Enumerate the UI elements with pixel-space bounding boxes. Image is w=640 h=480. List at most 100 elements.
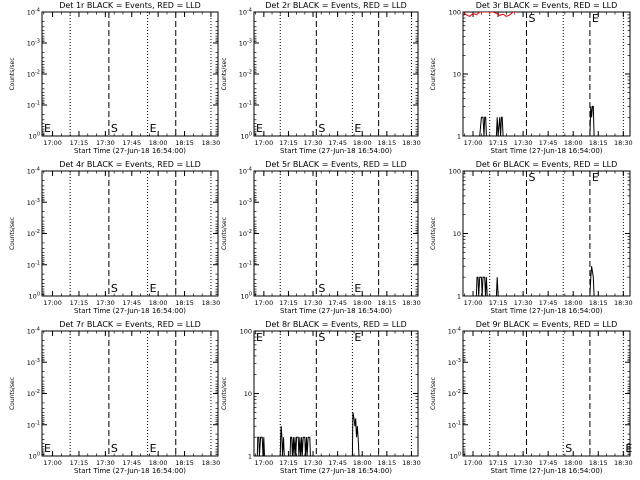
x-tick-label: 18:15: [589, 459, 608, 467]
y-tick-label: 1: [457, 133, 461, 141]
annotation-e: E: [256, 122, 263, 135]
annotation-s: S: [111, 442, 118, 455]
y-tick-label: 10-4: [239, 167, 252, 176]
y-tick-label: 10-4: [27, 167, 40, 176]
annotation-e: E: [354, 331, 361, 344]
series-line-1: [463, 266, 630, 296]
x-tick-label: 18:30: [614, 299, 633, 307]
y-tick-label: 100: [241, 292, 252, 301]
y-tick-label: 10-3: [27, 358, 40, 367]
plot-frame: [253, 170, 419, 297]
y-tick-label: 10-1: [239, 101, 252, 110]
annotation-e: E: [592, 171, 599, 184]
x-axis-label: Start Time (27-Jun-18 16:54:00): [74, 147, 186, 155]
plot-frame: [41, 11, 219, 137]
plot-frame: [462, 11, 631, 137]
y-tick-label: 10-1: [27, 260, 40, 269]
panel-det-6r: Det 6r BLACK = Events, RED = LLD 1 10 100 Co…: [430, 160, 633, 315]
x-tick-label: 18:30: [202, 139, 221, 147]
y-tick-label: 10-2: [239, 70, 252, 79]
x-tick-label: 17:00: [254, 299, 273, 307]
x-tick-label: 17:45: [539, 459, 558, 467]
x-tick-label: 18:15: [589, 139, 608, 147]
y-tick-label: 10-4: [448, 327, 461, 336]
y-axis-label: Counts/sec: [9, 377, 16, 410]
x-axis-label: Start Time (27-Jun-18 16:54:00): [280, 307, 392, 315]
x-tick-label: 17:30: [514, 139, 533, 147]
x-tick-label: 18:00: [353, 459, 372, 467]
panel-title: Det 6r BLACK = Events, RED = LLD: [476, 160, 618, 169]
y-tick-label: 10-1: [239, 260, 252, 269]
plot-frame: [41, 330, 219, 457]
y-tick-label: 10-4: [239, 8, 252, 17]
x-tick-label: 17:15: [279, 459, 298, 467]
x-tick-label: 18:00: [564, 299, 583, 307]
x-tick-label: 18:15: [377, 299, 396, 307]
annotation-s: S: [111, 282, 118, 295]
y-tick-label: 100: [449, 168, 461, 176]
x-tick-label: 17:00: [43, 299, 62, 307]
y-tick-label: 100: [29, 292, 40, 301]
x-tick-label: 17:30: [304, 299, 323, 307]
y-tick-label: 100: [241, 132, 252, 141]
panel-title: Det 3r BLACK = Events, RED = LLD: [476, 1, 618, 10]
x-axis-label: Start Time (27-Jun-18 16:54:00): [491, 147, 603, 155]
annotation-e: E: [44, 442, 51, 455]
y-tick-label: 10-2: [27, 229, 40, 238]
x-tick-label: 18:00: [149, 139, 168, 147]
plot-frame: [253, 330, 419, 457]
x-axis-label: Start Time (27-Jun-18 16:54:00): [74, 307, 186, 315]
y-tick-label: 100: [449, 9, 461, 17]
annotation-s: S: [318, 282, 325, 295]
annotation-e: E: [592, 12, 599, 25]
panel-det-3r: Det 3r BLACK = Events, RED = LLD 1 10 100 Co…: [430, 1, 633, 155]
y-tick-label: 10-2: [239, 229, 252, 238]
y-tick-label: 1: [248, 453, 252, 461]
panel-det-7r: Det 7r BLACK = Events, RED = LLD 10-4 10-3…: [9, 320, 220, 475]
plot-frame: [462, 330, 631, 457]
x-axis-label: Start Time (27-Jun-18 16:54:00): [74, 467, 186, 475]
x-tick-label: 17:45: [122, 459, 141, 467]
y-axis-label: Counts/sec: [9, 217, 16, 250]
x-tick-label: 18:30: [402, 139, 421, 147]
x-tick-label: 17:30: [514, 459, 533, 467]
series-line-1: [254, 412, 418, 456]
x-tick-label: 17:45: [539, 139, 558, 147]
annotation-s: S: [528, 12, 535, 25]
y-tick-label: 10: [453, 230, 461, 238]
panel-det-8r: Det 8r BLACK = Events, RED = LLD 1 10 100 Co…: [221, 320, 421, 475]
annotation-s: S: [528, 171, 535, 184]
y-axis-label: Counts/sec: [430, 57, 437, 90]
x-axis-label: Start Time (27-Jun-18 16:54:00): [491, 467, 603, 475]
annotation-s: S: [111, 122, 118, 135]
panel-title: Det 8r BLACK = Events, RED = LLD: [265, 320, 407, 329]
x-tick-label: 17:00: [254, 459, 273, 467]
x-tick-label: 18:15: [175, 139, 194, 147]
y-axis-label: Counts/sec: [9, 57, 16, 90]
x-tick-label: 17:30: [96, 299, 115, 307]
y-tick-label: 100: [29, 132, 40, 141]
plot-frame: [462, 170, 631, 297]
panel-det-4r: Det 4r BLACK = Events, RED = LLD 10-4 10-3…: [9, 160, 220, 315]
x-tick-label: 17:15: [70, 139, 89, 147]
y-tick-label: 100: [450, 452, 461, 461]
y-tick-label: 100: [240, 328, 252, 336]
x-tick-label: 17:45: [539, 299, 558, 307]
x-tick-label: 18:00: [149, 299, 168, 307]
x-tick-label: 18:15: [175, 459, 194, 467]
annotation-e: E: [354, 282, 361, 295]
y-tick-label: 10: [244, 390, 252, 398]
x-tick-label: 17:30: [304, 459, 323, 467]
x-tick-label: 17:15: [279, 299, 298, 307]
x-tick-label: 18:00: [353, 139, 372, 147]
x-tick-label: 17:45: [328, 299, 347, 307]
x-tick-label: 18:00: [564, 139, 583, 147]
y-tick-label: 100: [29, 452, 40, 461]
y-tick-label: 10-3: [239, 198, 252, 207]
x-tick-label: 18:30: [614, 459, 633, 467]
y-tick-label: 10-1: [448, 420, 461, 429]
panel-det-2r: Det 2r BLACK = Events, RED = LLD 10-4 10-3…: [221, 1, 421, 155]
x-tick-label: 17:00: [254, 139, 273, 147]
annotation-e: E: [150, 442, 157, 455]
x-axis-label: Start Time (27-Jun-18 16:54:00): [280, 467, 392, 475]
